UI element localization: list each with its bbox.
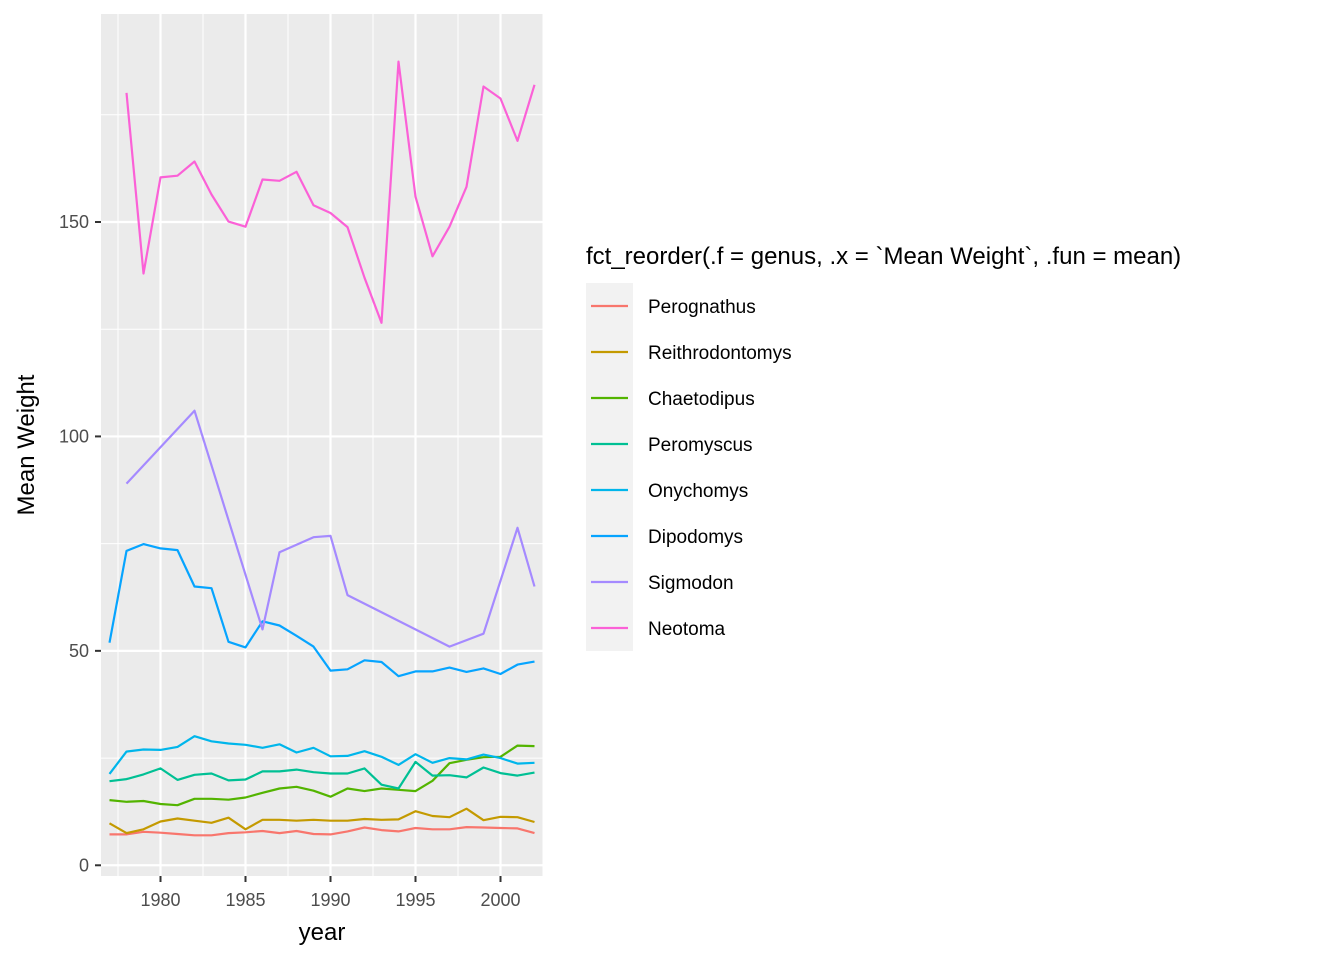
x-tick-label: 1985 (225, 890, 265, 910)
legend-label-sigmodon: Sigmodon (648, 573, 734, 594)
series-lines (108, 60, 536, 837)
x-axis: 1980 1985 1990 1995 2000 (140, 876, 521, 910)
y-tick-label: 0 (79, 855, 89, 875)
y-tick-label: 50 (69, 641, 89, 661)
legend-title: fct_reorder(.f = genus, .x = `Mean Weigh… (586, 243, 1181, 270)
x-tick-label: 1995 (395, 890, 435, 910)
y-axis: 0 50 100 150 (59, 212, 101, 875)
plot-panel (101, 14, 543, 876)
series-line-reithrodontomys (108, 807, 535, 835)
series-line-perognathus (109, 825, 535, 837)
legend-label-onychomys: Onychomys (648, 481, 748, 502)
legend-label-neotoma: Neotoma (648, 619, 726, 640)
legend: fct_reorder(.f = genus, .x = `Mean Weigh… (586, 243, 1181, 651)
series-line-dipodomys (108, 542, 535, 678)
major-gridlines (101, 14, 543, 876)
y-tick-label: 150 (59, 212, 89, 232)
legend-items: Perognathus Reithrodontomys Chaetodipus Per… (591, 297, 792, 640)
legend-label-chaetodipus: Chaetodipus (648, 389, 755, 410)
legend-label-reithrodontomys: Reithrodontomys (648, 343, 792, 364)
legend-label-dipodomys: Dipodomys (648, 527, 743, 548)
legend-label-perognathus: Perognathus (648, 297, 756, 318)
x-axis-title: year (299, 919, 346, 946)
x-tick-label: 1980 (140, 890, 180, 910)
series-line-peromyscus (109, 760, 535, 790)
series-line-onychomys (108, 735, 535, 775)
x-tick-label: 1990 (310, 890, 350, 910)
series-line-neotoma (125, 60, 536, 324)
series-line-chaetodipus (109, 744, 535, 807)
series-line-sigmodon (125, 409, 536, 648)
legend-key-background (586, 283, 633, 651)
y-axis-title: Mean Weight (13, 374, 40, 515)
y-tick-label: 100 (59, 426, 89, 446)
minor-gridlines (101, 14, 544, 876)
x-tick-label: 2000 (480, 890, 520, 910)
legend-label-peromyscus: Peromyscus (648, 435, 753, 456)
